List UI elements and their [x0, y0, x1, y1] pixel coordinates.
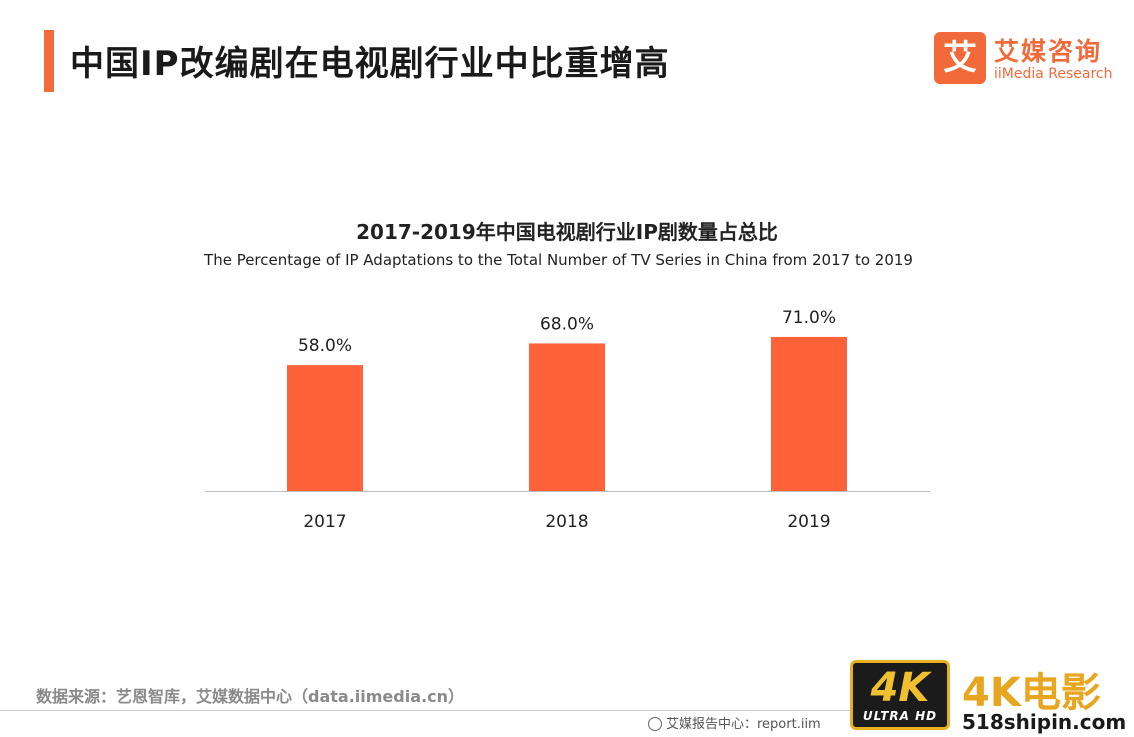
brand: 艾 艾媒咨询 iiMedia Research: [934, 32, 1124, 88]
x-tick-label-2019: 2019: [787, 512, 830, 532]
data-source: 数据来源：艺恩智库，艾媒数据中心（data.iimedia.cn）: [36, 687, 464, 706]
data-label-2019: 71.0%: [782, 308, 836, 328]
brand-logo: 艾: [934, 32, 986, 84]
watermark-url: 518shipin.com: [962, 710, 1127, 734]
bar-2018: [529, 343, 605, 491]
globe-icon: [648, 717, 662, 731]
watermark-badge-small: ULTRA HD: [862, 709, 938, 723]
x-tick-label-2017: 2017: [303, 512, 346, 532]
footer-divider: [0, 710, 860, 711]
data-label-2018: 68.0%: [540, 314, 594, 334]
report-center: 艾媒报告中心：report.iim: [648, 713, 821, 732]
chart-subtitle: The Percentage of IP Adaptations to the …: [204, 251, 913, 269]
watermark-4k-badge: 4K ULTRA HD: [850, 660, 950, 730]
watermark-text: 4K电影: [962, 670, 1101, 716]
title-accent-bar: [44, 30, 54, 92]
bar-2019: [771, 336, 847, 491]
page-title: 中国IP改编剧在电视剧行业中比重增高: [70, 44, 670, 84]
x-tick-label-2018: 2018: [545, 512, 588, 532]
brand-name-en: iiMedia Research: [994, 66, 1113, 82]
data-label-2017: 58.0%: [298, 336, 352, 356]
brand-name: 艾媒咨询: [994, 37, 1103, 66]
chart-title: 2017-2019年中国电视剧行业IP剧数量占总比: [356, 220, 778, 244]
bar-2017: [287, 365, 363, 491]
report-center-text: 艾媒报告中心：report.iim: [666, 717, 821, 732]
watermark-badge-big: 4K: [870, 665, 930, 711]
